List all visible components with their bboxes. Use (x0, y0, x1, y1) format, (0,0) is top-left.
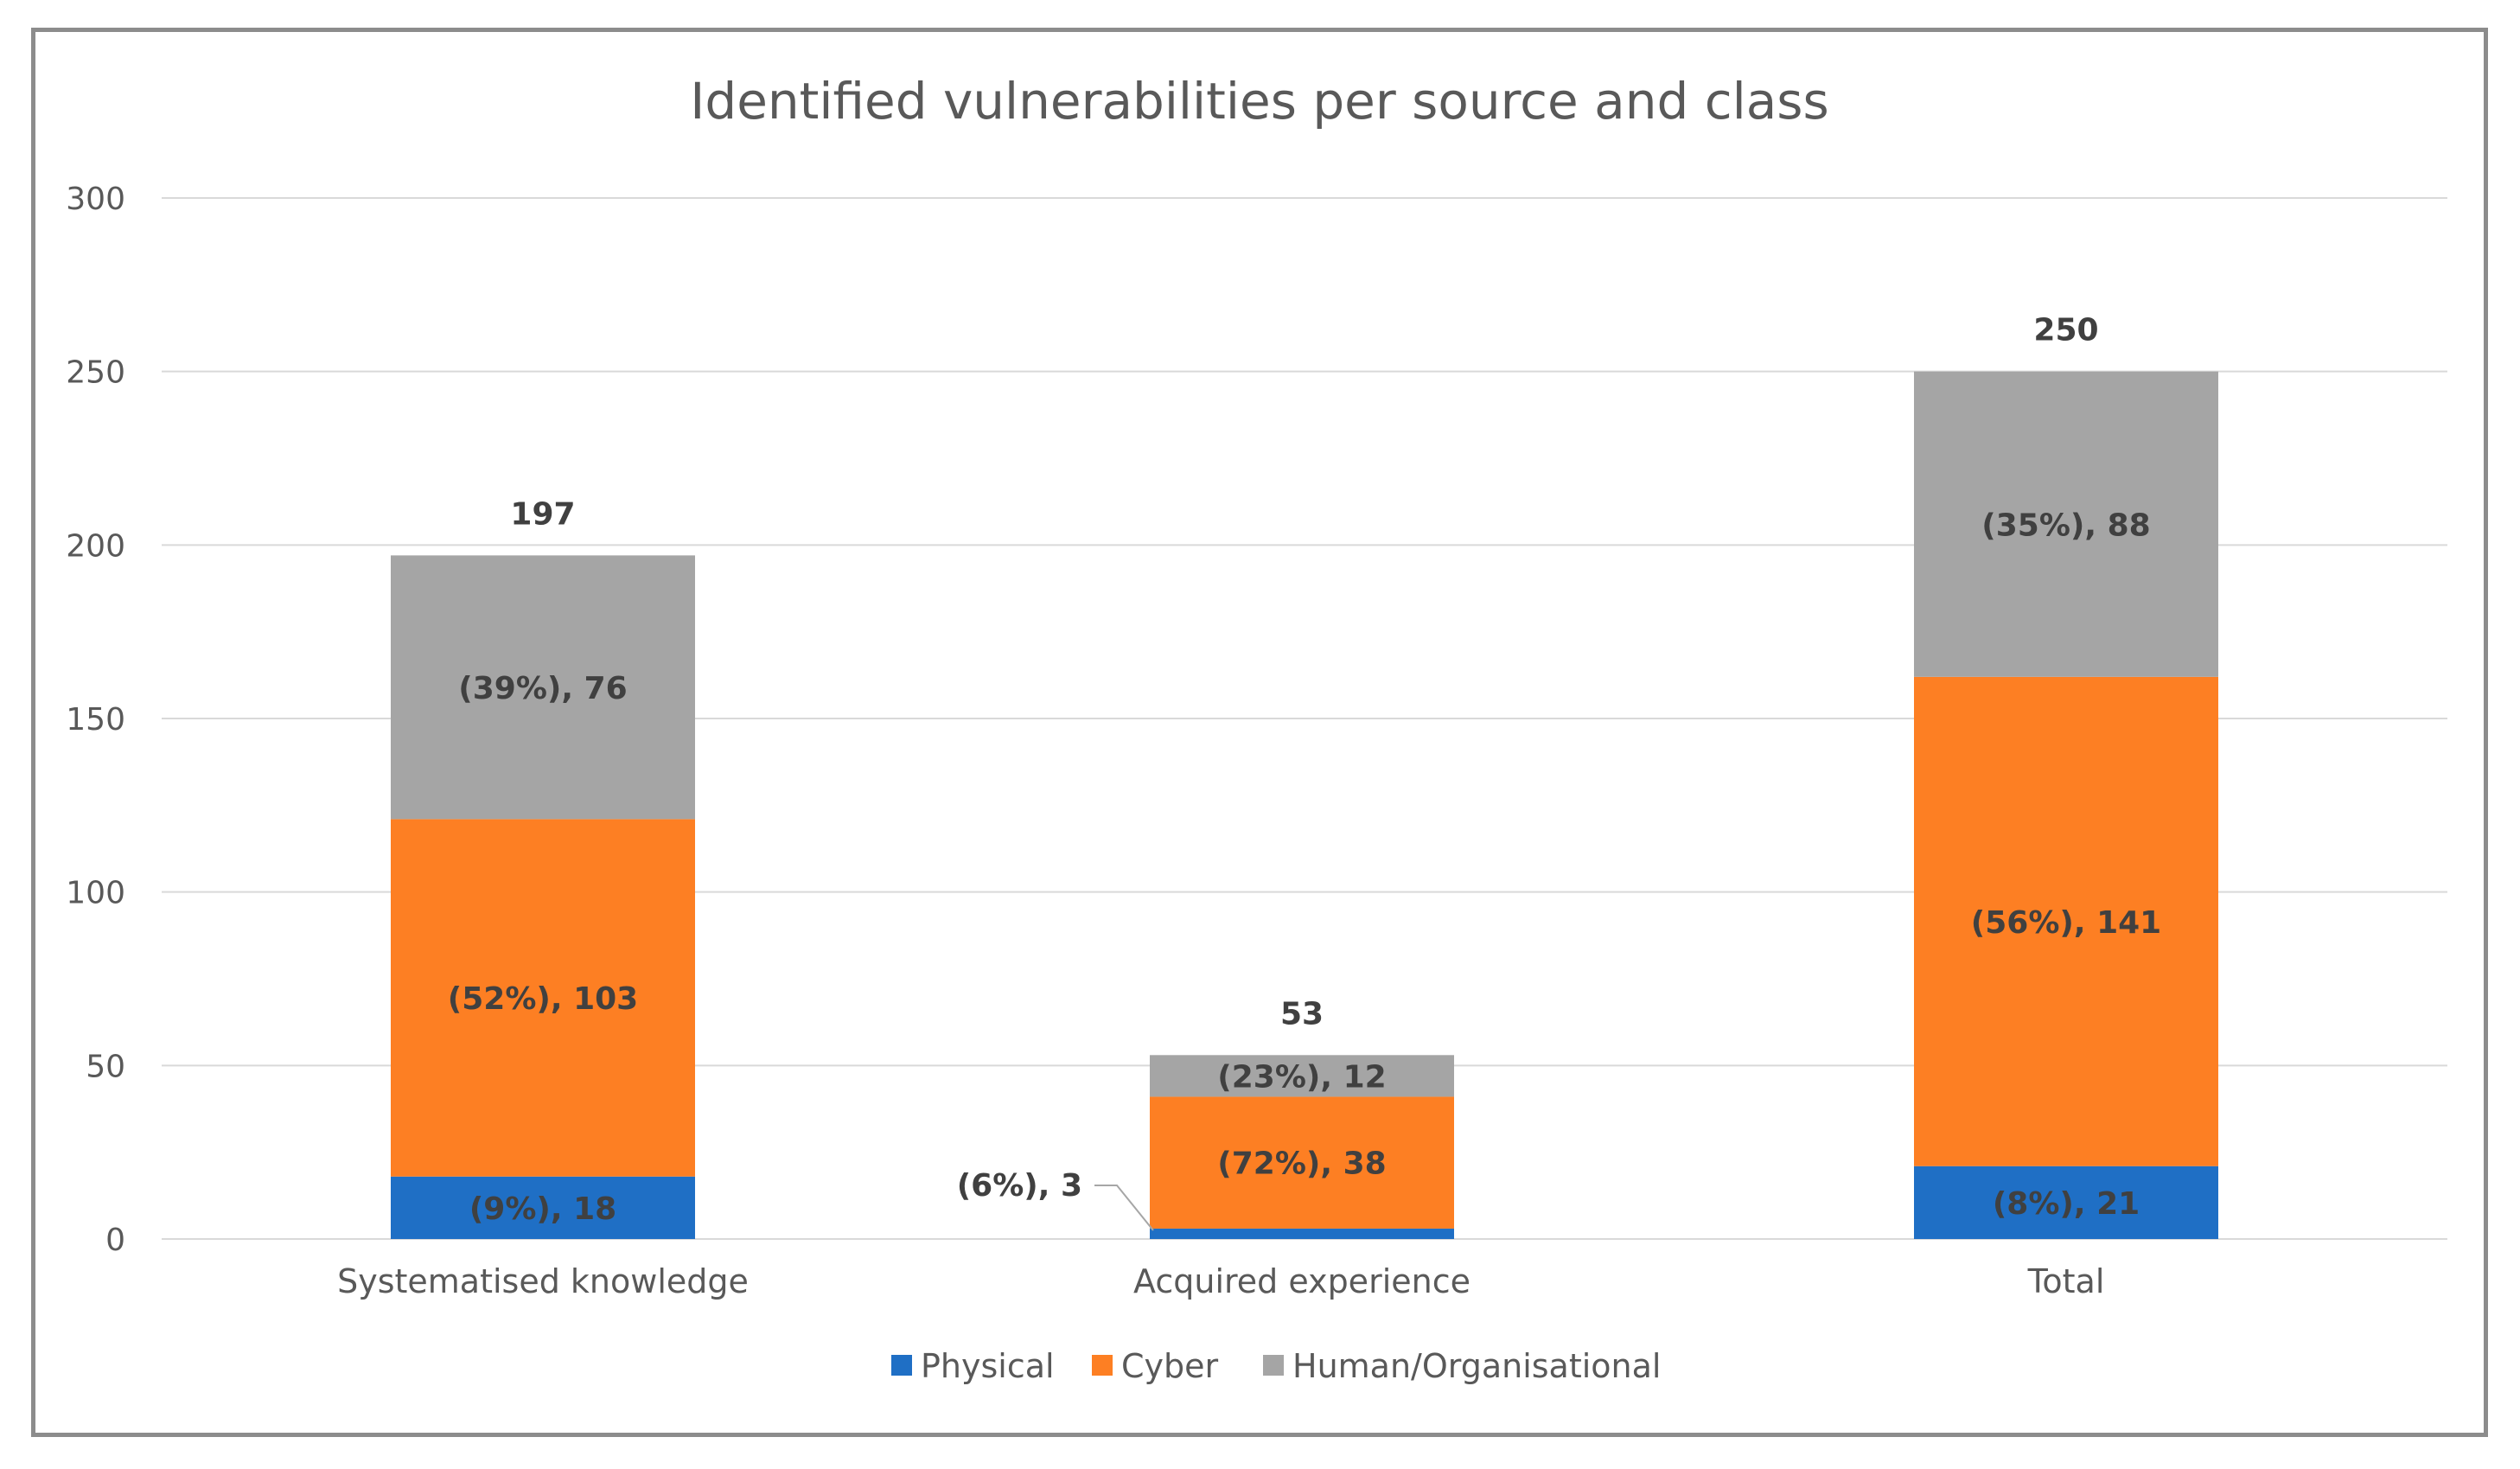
y-tick-label: 200 (66, 528, 125, 564)
data-label: (56%), 141 (1971, 905, 2161, 941)
data-label: (39%), 76 (458, 671, 627, 706)
y-tick-label: 300 (66, 182, 125, 217)
x-axis-ticks: Systematised knowledge Acquired experienc… (337, 1262, 2104, 1300)
bar-segment-physical (1914, 1166, 2218, 1239)
legend-swatch-cyber (1092, 1355, 1113, 1376)
y-tick-label: 100 (66, 876, 125, 911)
chart-frame: Identified vulnerabilities per source an… (31, 28, 2488, 1437)
data-label: (23%), 12 (1217, 1059, 1386, 1095)
data-label: (6%), 3 (957, 1168, 1082, 1204)
y-tick-label: 0 (105, 1223, 125, 1258)
stacked-bar-chart: Identified vulnerabilities per source an… (66, 72, 2447, 1385)
legend-label: Cyber (1121, 1347, 1219, 1385)
data-label: (8%), 21 (1993, 1186, 2140, 1222)
x-tick-label: Acquired experience (1133, 1262, 1471, 1300)
data-label: (35%), 88 (1981, 508, 2150, 543)
data-label: (72%), 38 (1217, 1146, 1386, 1182)
data-label: (9%), 18 (469, 1191, 616, 1227)
bar-segment-human-organisational (1914, 371, 2218, 677)
data-label: (52%), 103 (448, 981, 638, 1017)
y-axis-ticks: 0 50 100 150 200 250 300 (66, 182, 125, 1258)
bar-segment-cyber (391, 819, 695, 1177)
x-tick-label: Systematised knowledge (337, 1262, 749, 1300)
legend-label: Physical (921, 1347, 1055, 1385)
total-label: 197 (510, 496, 575, 532)
legend-swatch-physical (891, 1355, 912, 1376)
legend: Physical Cyber Human/Organisational (891, 1347, 1661, 1385)
bar-segment-cyber (1914, 676, 2218, 1166)
x-tick-label: Total (2027, 1262, 2105, 1300)
y-tick-label: 50 (86, 1049, 125, 1084)
bars (391, 371, 2218, 1239)
bar-segment-human-organisational (1150, 1055, 1454, 1097)
bar-segment-physical (391, 1176, 695, 1239)
legend-swatch-human-organisational (1263, 1355, 1284, 1376)
y-tick-label: 150 (66, 702, 125, 738)
y-tick-label: 250 (66, 355, 125, 391)
bar-segment-cyber (1150, 1096, 1454, 1229)
legend-label: Human/Organisational (1292, 1347, 1661, 1385)
data-labels: (9%), 18 (52%), 103 (39%), 76 197 (6%), 3 (72… (448, 313, 2161, 1231)
total-label: 53 (1280, 996, 1324, 1031)
bar-segment-physical (1150, 1228, 1454, 1239)
bar-segment-human-organisational (391, 555, 695, 820)
total-label: 250 (2033, 313, 2098, 348)
chart-title: Identified vulnerabilities per source an… (690, 72, 1828, 131)
data-label-leader-line (1094, 1184, 1154, 1231)
